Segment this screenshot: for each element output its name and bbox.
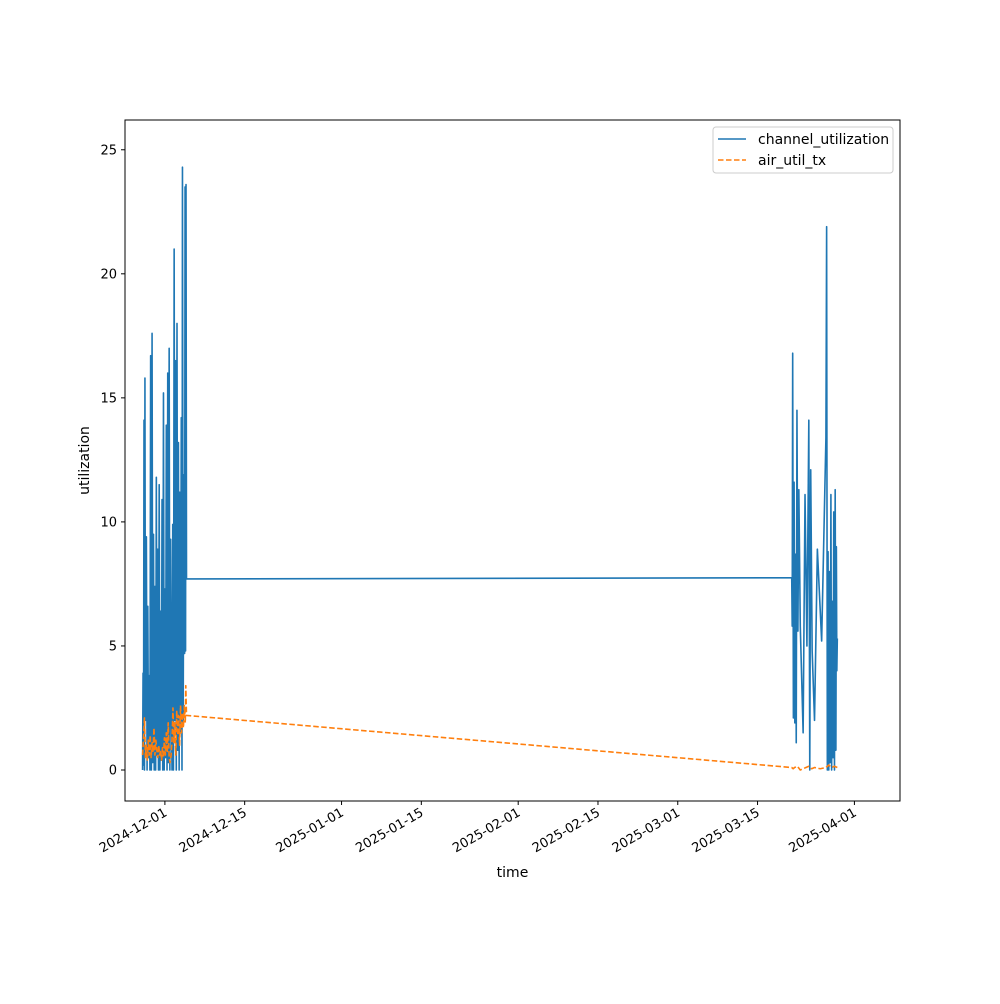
y-axis-ticks: 0 5 10 15 20 25	[100, 143, 125, 778]
x-tick-label: 2025-02-01	[450, 805, 523, 856]
x-tick-label: 2025-04-01	[786, 805, 859, 856]
y-tick-label: 10	[100, 515, 117, 530]
legend-label-channel-utilization: channel_utilization	[758, 132, 889, 148]
legend-label-air-util-tx: air_util_tx	[758, 153, 826, 169]
legend-box	[712, 126, 894, 174]
x-tick-label: 2025-02-15	[530, 805, 603, 856]
y-tick-label: 5	[109, 639, 117, 654]
x-tick-label: 2025-01-01	[274, 805, 347, 856]
series-line-air-util-tx	[141, 684, 838, 771]
y-tick-label: 20	[100, 267, 117, 282]
y-tick-label: 0	[109, 763, 117, 778]
plot-frame	[124, 119, 901, 802]
y-axis-label: utilization	[77, 426, 93, 495]
series-line-channel-utilization	[141, 166, 839, 771]
plot-area	[141, 166, 839, 771]
x-tick-label: 2024-12-15	[177, 805, 250, 856]
x-tick-label: 2025-01-15	[353, 805, 426, 856]
x-tick-label: 2025-03-01	[610, 805, 683, 856]
legend: channel_utilization air_util_tx	[712, 126, 894, 174]
x-tick-label: 2024-12-01	[97, 805, 170, 856]
x-axis-ticks: 2024-12-01 2024-12-15 2025-01-01 2025-01-15…	[97, 801, 859, 856]
x-axis-label: time	[497, 865, 529, 881]
y-tick-label: 15	[100, 391, 117, 406]
y-tick-label: 25	[100, 143, 117, 158]
x-tick-label: 2025-03-15	[690, 805, 763, 856]
